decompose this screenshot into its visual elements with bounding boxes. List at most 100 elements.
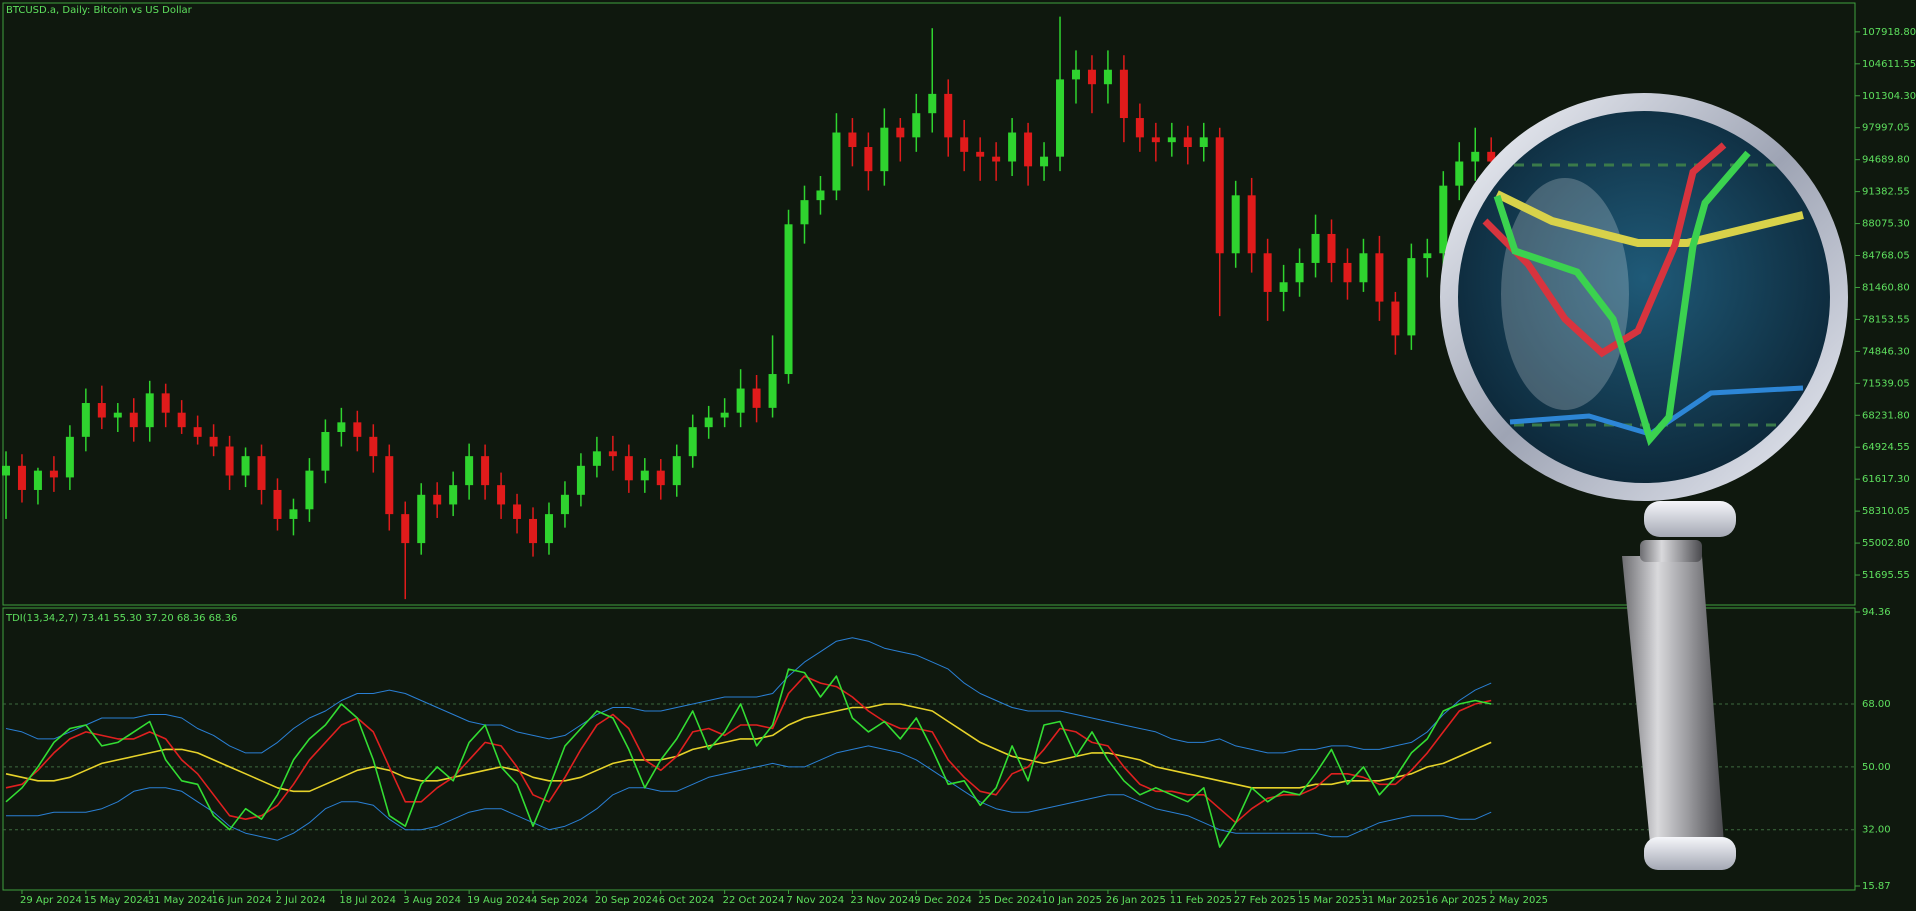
y-tick-label: 104611.55 bbox=[1862, 59, 1916, 70]
y-tick-label: 61617.30 bbox=[1862, 474, 1910, 485]
lens-green bbox=[1493, 150, 1751, 447]
y-tick-label: 68.00 bbox=[1862, 699, 1891, 710]
candle-body bbox=[321, 432, 330, 471]
candle-body bbox=[449, 485, 458, 505]
y-tick-label: 64924.55 bbox=[1862, 442, 1910, 453]
candle-body bbox=[1135, 118, 1144, 138]
x-tick-label: 11 Feb 2025 bbox=[1170, 895, 1232, 906]
lens-yellow bbox=[1495, 190, 1804, 247]
candle-body bbox=[1359, 253, 1368, 283]
candle-body bbox=[1311, 233, 1320, 263]
handle-collar bbox=[1640, 540, 1702, 562]
price-panel bbox=[2, 2, 1856, 606]
candle-body bbox=[465, 456, 474, 486]
candle-body bbox=[113, 412, 122, 418]
candle-body bbox=[97, 403, 106, 418]
handle bbox=[1622, 556, 1724, 843]
candle-body bbox=[161, 393, 170, 413]
candle-body bbox=[1024, 132, 1033, 167]
x-tick-label: 20 Sep 2024 bbox=[595, 895, 658, 906]
candle-body bbox=[912, 113, 921, 138]
y-tick-label: 15.87 bbox=[1862, 881, 1891, 892]
candle-body bbox=[401, 514, 410, 544]
candle-body bbox=[49, 470, 58, 478]
x-tick-label: 25 Dec 2024 bbox=[978, 895, 1042, 906]
candle-body bbox=[672, 456, 681, 486]
x-tick-label: 6 Oct 2024 bbox=[659, 895, 714, 906]
candle-body bbox=[1199, 137, 1208, 148]
candle-body bbox=[976, 151, 985, 157]
candle-body bbox=[1056, 79, 1065, 157]
candle-body bbox=[624, 456, 633, 481]
candle-body bbox=[65, 436, 74, 478]
candle-body bbox=[1391, 301, 1400, 336]
candle-body bbox=[688, 427, 697, 457]
y-tick-label: 97997.05 bbox=[1862, 123, 1910, 134]
candle-body bbox=[1343, 262, 1352, 283]
candle-body bbox=[1295, 262, 1304, 283]
candle-body bbox=[1215, 137, 1224, 254]
x-tick-label: 16 Jun 2024 bbox=[212, 895, 272, 906]
candle-body bbox=[289, 509, 298, 519]
candle-body bbox=[1008, 132, 1017, 162]
candle-body bbox=[513, 504, 522, 519]
chart-title: BTCUSD.a, Daily: Bitcoin vs US Dollar bbox=[6, 5, 193, 16]
y-tick-label: 71539.05 bbox=[1862, 378, 1910, 389]
candle-body bbox=[592, 451, 601, 466]
candle-body bbox=[193, 427, 202, 437]
candle-body bbox=[1327, 233, 1336, 263]
candle-body bbox=[560, 494, 569, 515]
candle-body bbox=[129, 412, 138, 428]
x-tick-label: 2 Jul 2024 bbox=[275, 895, 325, 906]
candle-body bbox=[768, 374, 777, 408]
candle-body bbox=[1087, 69, 1096, 85]
candle-body bbox=[720, 412, 729, 418]
candle-body bbox=[736, 388, 745, 413]
candle-body bbox=[1183, 137, 1192, 148]
candle-body bbox=[353, 422, 362, 437]
candle-body bbox=[2, 465, 10, 476]
candle-body bbox=[848, 132, 857, 148]
x-tick-label: 18 Jul 2024 bbox=[339, 895, 396, 906]
x-tick-label: 15 May 2024 bbox=[84, 895, 149, 906]
x-tick-label: 29 Apr 2024 bbox=[20, 895, 82, 906]
candle-body bbox=[1439, 185, 1448, 254]
indicator-title: TDI(13,34,2,7) 73.41 55.30 37.20 68.36 6… bbox=[5, 613, 237, 624]
y-tick-label: 101304.30 bbox=[1862, 91, 1916, 102]
candle-body bbox=[800, 200, 809, 225]
y-tick-label: 74846.30 bbox=[1862, 346, 1910, 357]
candle-body bbox=[1487, 151, 1496, 162]
y-tick-label: 84768.05 bbox=[1862, 251, 1910, 262]
candle-body bbox=[1279, 282, 1288, 292]
x-tick-label: 31 Mar 2025 bbox=[1361, 895, 1424, 906]
tdi-line bbox=[5, 668, 1492, 848]
x-tick-label: 10 Jan 2025 bbox=[1042, 895, 1102, 906]
x-tick-label: 23 Nov 2024 bbox=[850, 895, 914, 906]
x-tick-label: 4 Sep 2024 bbox=[531, 895, 588, 906]
candle-body bbox=[433, 494, 442, 505]
candle-body bbox=[960, 137, 969, 152]
candle-body bbox=[529, 518, 538, 544]
y-tick-label: 91382.55 bbox=[1862, 187, 1910, 198]
candle-body bbox=[417, 494, 426, 544]
candle-body bbox=[385, 456, 394, 515]
candle-body bbox=[1375, 253, 1384, 302]
x-tick-label: 27 Feb 2025 bbox=[1234, 895, 1296, 906]
y-tick-label: 50.00 bbox=[1862, 762, 1891, 773]
candle-body bbox=[752, 388, 761, 408]
candle-body bbox=[1423, 253, 1432, 259]
candle-body bbox=[832, 132, 841, 191]
y-tick-label: 32.00 bbox=[1862, 825, 1891, 836]
y-tick-label: 78153.55 bbox=[1862, 314, 1910, 325]
candle-body bbox=[17, 465, 26, 490]
candle-body bbox=[497, 485, 506, 505]
x-tick-label: 22 Oct 2024 bbox=[723, 895, 785, 906]
candle-body bbox=[241, 456, 250, 476]
x-tick-label: 26 Jan 2025 bbox=[1106, 895, 1166, 906]
candle-body bbox=[576, 465, 585, 495]
neck bbox=[1644, 501, 1736, 537]
candle-body bbox=[544, 514, 553, 544]
candle-body bbox=[816, 190, 825, 201]
handle-cap bbox=[1644, 837, 1736, 870]
